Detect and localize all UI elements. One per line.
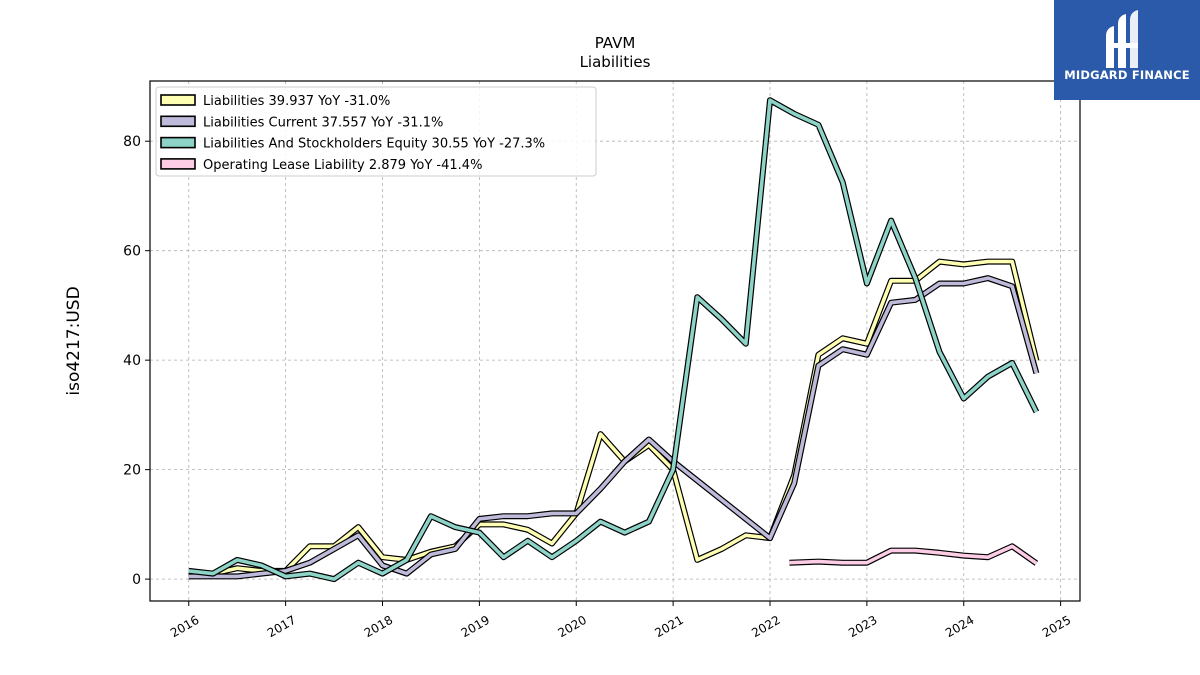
- x-tick-label: 2023: [846, 613, 879, 640]
- y-axis-label: iso4217:USD: [64, 286, 84, 395]
- series-1: [188, 258, 1040, 580]
- legend-label: Liabilities And Stockholders Equity 30.5…: [203, 137, 545, 152]
- series-line: [188, 259, 1039, 579]
- chart-subtitle: Liabilities: [580, 53, 651, 71]
- series-layer: [188, 97, 1040, 583]
- y-tick-label: 0: [132, 572, 141, 588]
- legend-swatch: [160, 115, 196, 128]
- y-tick-label: 60: [123, 244, 141, 260]
- legend-label: Liabilities Current 37.557 YoY -31.1%: [203, 115, 443, 130]
- legend-box: [155, 86, 597, 177]
- x-tick-label: 2022: [749, 613, 782, 640]
- x-tick-label: 2016: [168, 613, 201, 640]
- series-3: [188, 97, 1040, 583]
- plot-frame: [149, 80, 1081, 602]
- series-2: [188, 275, 1040, 580]
- x-tick-label: 2018: [362, 613, 395, 640]
- legend-label: Operating Lease Liability 2.879 YoY -41.…: [203, 158, 482, 173]
- legend: Liabilities 39.937 YoY -31.0% Liabilities…: [155, 86, 597, 177]
- legend-swatch: [160, 94, 196, 106]
- x-tick-label: 2024: [943, 613, 976, 640]
- x-tick-label: 2025: [1040, 613, 1073, 640]
- series-line-outline: [188, 275, 1040, 580]
- y-tick-label: 20: [123, 463, 141, 479]
- series-4: [789, 543, 1039, 566]
- x-tick-label: 2020: [556, 613, 589, 640]
- series-line: [188, 276, 1039, 579]
- legend-label: Liabilities 39.937 YoY -31.0%: [203, 94, 390, 109]
- logo-mark-icon: [1106, 10, 1138, 68]
- x-tick-label: 2019: [459, 613, 492, 640]
- y-tick-label: 40: [123, 353, 141, 369]
- series-line: [789, 544, 1038, 565]
- legend-swatch: [160, 158, 196, 170]
- brand-logo: MIDGARD FINANCE: [1054, 0, 1200, 100]
- y-tick-label: 80: [123, 134, 141, 150]
- chart-title: PAVM: [595, 34, 636, 52]
- brand-name: MIDGARD FINANCE: [1064, 68, 1190, 82]
- series-line: [188, 98, 1039, 581]
- grid: [150, 81, 1080, 601]
- x-tick-label: 2017: [265, 613, 298, 640]
- x-tick-label: 2021: [652, 613, 685, 640]
- legend-swatch: [160, 136, 196, 149]
